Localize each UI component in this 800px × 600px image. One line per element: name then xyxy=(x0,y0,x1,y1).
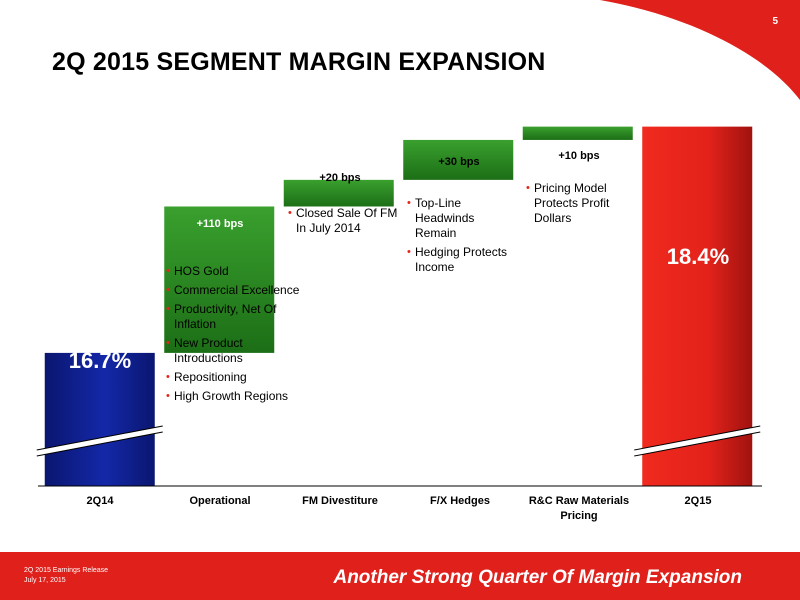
footer-source-title: 2Q 2015 Earnings Release xyxy=(24,567,109,574)
bullet-item: HOS Gold xyxy=(166,264,306,279)
fx-bullets: Top-Line Headwinds Remain Hedging Protec… xyxy=(407,196,519,279)
rc-bullets: Pricing Model Protects Profit Dollars xyxy=(526,181,630,230)
bullet-item: High Growth Regions xyxy=(166,389,306,404)
bar-2q15 xyxy=(642,126,753,486)
waterfall-chart xyxy=(36,126,762,487)
x-tick-label-2q15: 2Q15 xyxy=(684,495,712,507)
bullet-item: Pricing Model Protects Profit Dollars xyxy=(526,181,630,226)
bar-fm-divestiture xyxy=(283,179,394,207)
x-tick-label-operational: Operational xyxy=(189,495,251,507)
axis-break-mark xyxy=(634,425,761,457)
footer-bar xyxy=(0,552,800,600)
delta-label-fx-hedges: +30 bps xyxy=(438,156,480,168)
start-bar-value: 16.7% xyxy=(68,348,132,373)
bar-rc-raw-materials xyxy=(522,126,633,140)
slide-number: 5 xyxy=(772,16,778,27)
fm-bullets: Closed Sale Of FM In July 2014 xyxy=(288,206,398,240)
footer-source-date: July 17, 2015 xyxy=(24,577,66,584)
bar-2q14 xyxy=(44,352,155,486)
operational-bullets: HOS Gold Commercial Excellence Productiv… xyxy=(166,264,306,408)
bullet-item: Repositioning xyxy=(166,370,306,385)
x-tick-label-2q14: 2Q14 xyxy=(86,495,114,507)
bullet-item: Commercial Excellence xyxy=(166,283,306,298)
bar-fx-hedges xyxy=(403,139,514,180)
bullet-item: Hedging Protects Income xyxy=(407,245,519,275)
end-bar-value: 18.4% xyxy=(666,244,730,269)
slide-title: 2Q 2015 SEGMENT MARGIN EXPANSION xyxy=(52,48,546,76)
delta-label-fm-divestiture: +20 bps xyxy=(319,172,361,184)
delta-label-rc-raw-materials: +10 bps xyxy=(558,150,600,162)
x-tick-label-rc-raw-materials-pricing: R&C Raw Materials Pricing xyxy=(528,495,630,522)
bullet-item: Top-Line Headwinds Remain xyxy=(407,196,519,241)
footer-source: 2Q 2015 Earnings Release July 17, 2015 xyxy=(24,566,108,586)
bullet-item: Closed Sale Of FM In July 2014 xyxy=(288,206,398,236)
bullet-item: Productivity, Net Of Inflation xyxy=(166,302,306,332)
axis-break-mark xyxy=(36,425,163,457)
delta-label-operational: +110 bps xyxy=(196,218,244,230)
footer-tagline: Another Strong Quarter Of Margin Expansi… xyxy=(333,567,742,588)
x-tick-label-fx-hedges: F/X Hedges xyxy=(430,495,490,507)
bullet-item: New Product Introductions xyxy=(166,336,306,366)
x-tick-label-fm-divestiture: FM Divestiture xyxy=(302,495,378,507)
